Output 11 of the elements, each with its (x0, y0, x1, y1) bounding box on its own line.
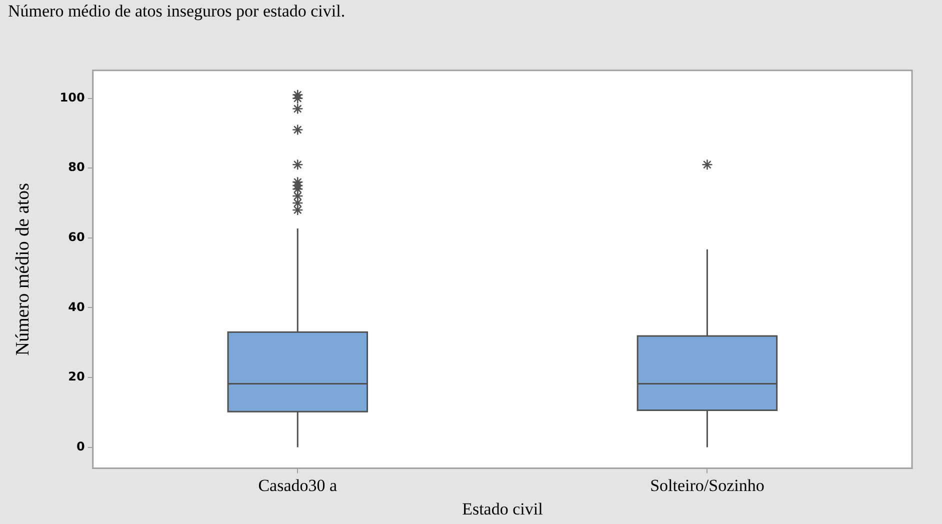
x-axis-title: Estado civil (462, 499, 544, 518)
x-tick-label: Solteiro/Sozinho (650, 476, 764, 495)
y-tick-label: 0 (76, 439, 85, 454)
y-axis-title: Número médio de atos (12, 183, 34, 356)
y-tick-label: 60 (68, 230, 85, 244)
y-tick-label: 100 (60, 90, 85, 104)
y-tick-label: 80 (68, 160, 85, 174)
chart-title: Número médio de atos inseguros por estado civil. (8, 2, 346, 21)
x-tick-label: Casado30 a (258, 476, 338, 495)
y-tick-label: 40 (68, 300, 85, 314)
y-tick-label: 20 (68, 370, 85, 384)
